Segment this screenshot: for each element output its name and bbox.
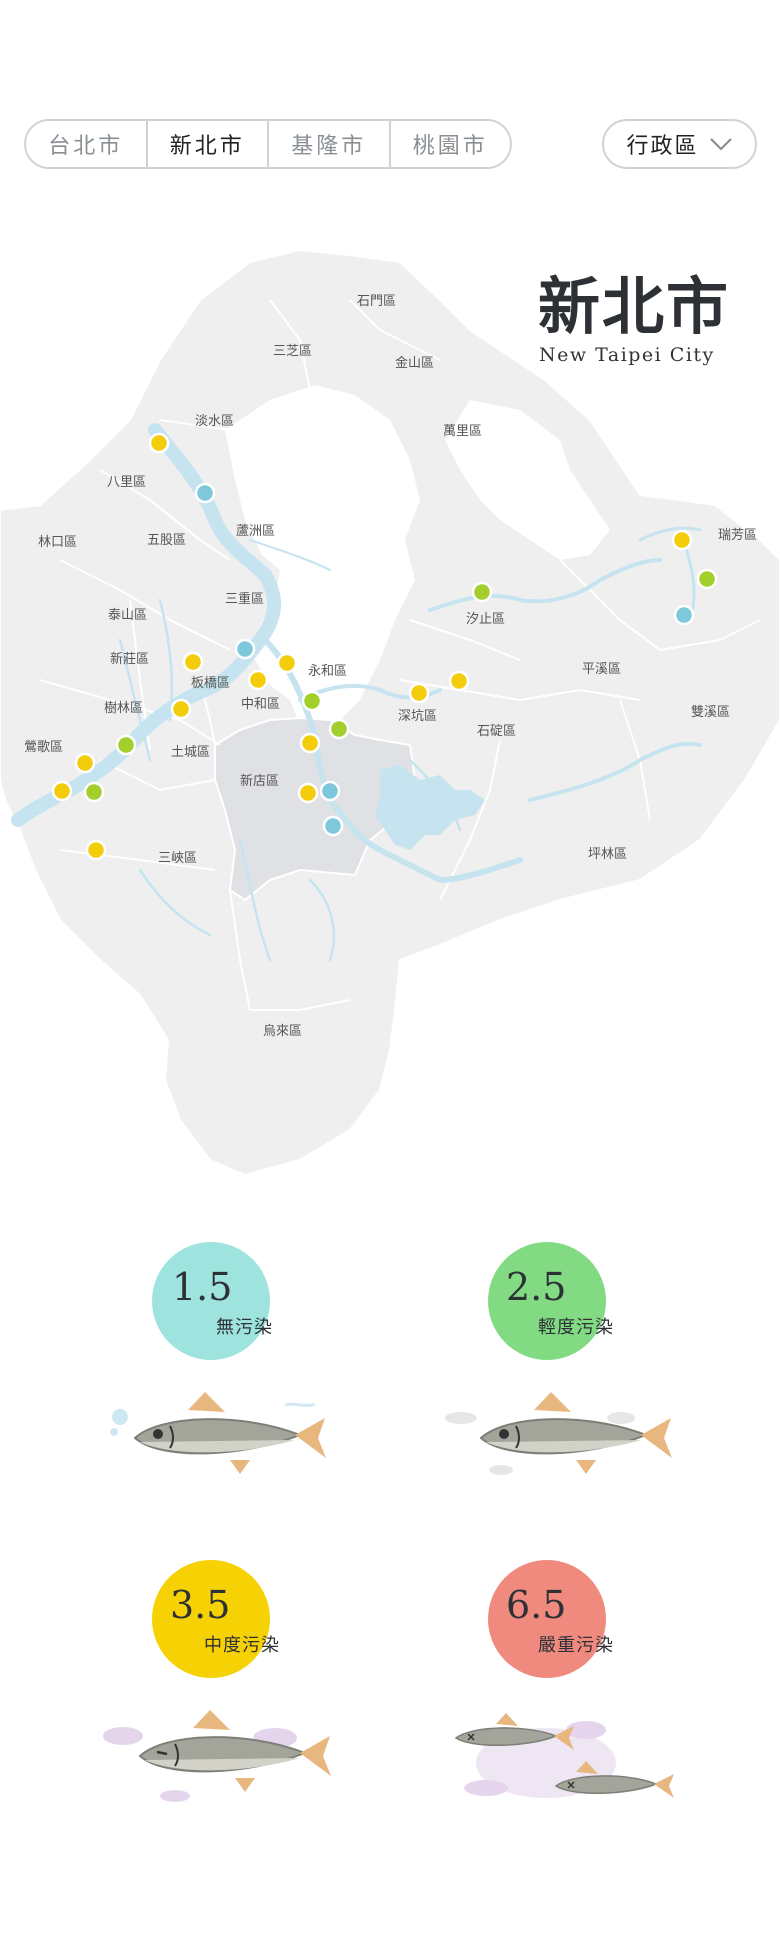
station-marker-moderate[interactable] [299,732,321,754]
level-score: 1.5 [172,1265,233,1309]
city-tabs: 台北市 新北市 基隆市 桃園市 [24,119,512,169]
district-label: 三重區 [225,591,264,607]
station-marker-clean[interactable] [673,604,695,626]
district-label: 淡水區 [195,414,234,429]
level-score: 3.5 [170,1583,231,1627]
level-label: 無污染 [216,1317,273,1338]
district-label: 萬里區 [443,424,482,439]
district-labels: 石門區 三芝區 金山區 淡水區 萬里區 八里區 林口區 五股區 蘆洲區 瑞芳區 … [24,294,757,1039]
chevron-down-icon [709,138,732,151]
level-label: 中度污染 [204,1635,280,1656]
tab-taipei[interactable]: 台北市 [48,134,124,159]
district-label: 金山區 [395,355,434,371]
district-label: 汐止區 [466,611,505,627]
fish-clean-icon [110,1392,326,1474]
station-marker-light[interactable] [301,690,323,712]
station-marker-moderate[interactable] [148,432,170,454]
district-label: 樹林區 [104,701,143,716]
station-marker-moderate[interactable] [448,670,470,692]
station-marker-clean[interactable] [319,780,341,802]
district-label: 永和區 [308,664,347,679]
district-label: 烏來區 [263,1023,302,1039]
station-marker-moderate[interactable] [170,698,192,720]
district-label: 深坑區 [398,709,437,724]
district-label: 三峽區 [158,851,197,866]
city-title: 新北市 [538,270,731,343]
legend-item-none: 1.5 無污染 [110,1240,390,1500]
level-label: 嚴重污染 [538,1635,614,1656]
station-marker-clean[interactable] [322,815,344,837]
district-label: 蘆洲區 [236,524,275,539]
level-score: 6.5 [506,1583,567,1627]
level-label: 輕度污染 [538,1317,614,1338]
level-bubble [152,1560,270,1678]
district-label: 土城區 [171,745,210,760]
station-marker-light[interactable] [83,781,105,803]
legend-item-moderate: 3.5 中度污染 [103,1558,390,1818]
district-label: 中和區 [241,697,280,712]
level-bubble [488,1242,606,1360]
tab-keelung[interactable]: 基隆市 [267,121,389,167]
level-score: 2.5 [506,1265,567,1309]
xindian-district-highlight [214,716,417,902]
keelung-city-area [445,400,610,560]
station-marker-moderate[interactable] [408,682,430,704]
district-label: 泰山區 [108,608,147,623]
station-marker-moderate[interactable] [276,652,298,674]
district-label: 坪林區 [588,847,627,862]
station-marker-moderate[interactable] [247,669,269,691]
district-label: 林口區 [38,535,77,550]
legend-item-light: 2.5 輕度污染 [445,1240,726,1500]
district-label: 三芝區 [273,343,312,359]
district-label: 瑞芳區 [718,528,757,543]
district-label: 石碇區 [477,724,516,739]
tab-new-taipei[interactable]: 新北市 [145,121,268,167]
fish-light-pollution-icon [445,1392,672,1475]
legend-item-severe: 6.5 嚴重污染 [454,1558,726,1818]
district-dropdown[interactable]: 行政區 [602,119,757,169]
reservoir [375,765,485,850]
district-dropdown-label: 行政區 [626,134,699,159]
station-marker-moderate[interactable] [297,782,319,804]
station-marker-moderate[interactable] [51,780,73,802]
district-label: 雙溪區 [691,705,730,720]
city-subtitle: New Taipei City [539,344,715,366]
district-label: 平溪區 [582,662,621,677]
district-label: 石門區 [357,294,396,309]
station-marker-clean[interactable] [234,638,256,660]
fish-moderate-pollution-icon [103,1710,331,1802]
station-marker-light[interactable] [115,734,137,756]
district-label: 板橋區 [191,676,230,691]
station-marker-moderate[interactable] [671,529,693,551]
station-marker-moderate[interactable] [182,651,204,673]
level-bubble [488,1560,606,1678]
district-label: 新店區 [240,773,279,789]
station-marker-moderate[interactable] [74,752,96,774]
station-marker-light[interactable] [328,718,350,740]
station-marker-clean[interactable] [194,482,216,504]
district-label: 新莊區 [110,651,149,667]
station-marker-light[interactable] [696,568,718,590]
tab-taoyuan[interactable]: 桃園市 [388,121,511,167]
fish-severe-pollution-icon [454,1713,674,1798]
district-label: 五股區 [147,533,186,548]
level-bubble [152,1242,270,1360]
district-label: 八里區 [107,475,146,490]
taipei-city-area [225,385,420,725]
station-marker-moderate[interactable] [85,839,107,861]
district-map: 石門區 三芝區 金山區 淡水區 萬里區 八里區 林口區 五股區 蘆洲區 瑞芳區 … [0,248,780,1177]
station-marker-light[interactable] [471,581,493,603]
district-label: 鶯歌區 [24,740,63,755]
